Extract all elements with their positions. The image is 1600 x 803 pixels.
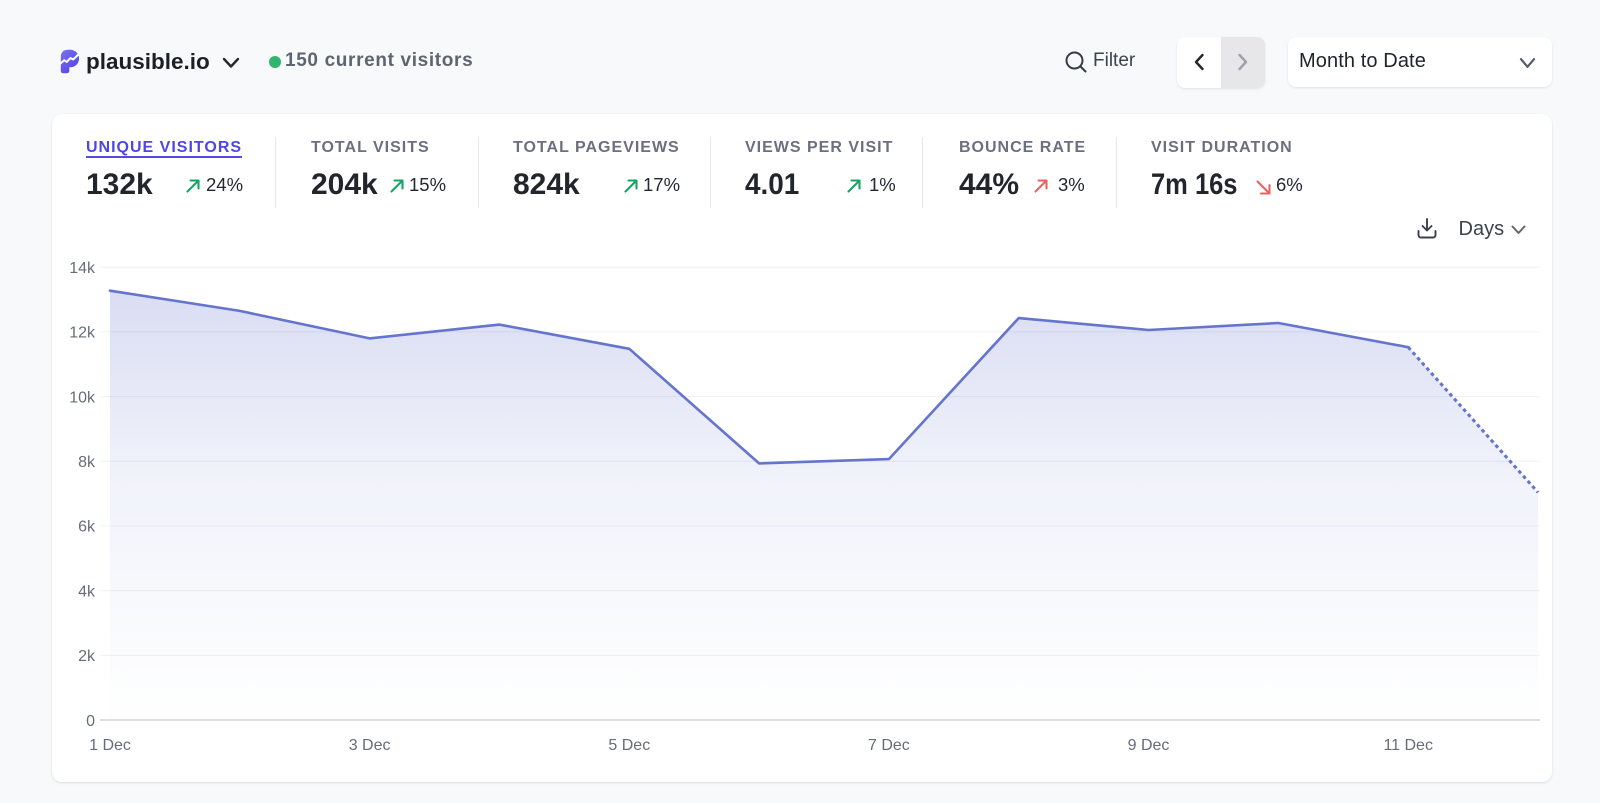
svg-text:4k: 4k — [78, 583, 96, 600]
svg-text:10k: 10k — [69, 389, 96, 406]
svg-text:14k: 14k — [69, 260, 96, 277]
svg-text:3 Dec: 3 Dec — [349, 737, 391, 754]
svg-text:0: 0 — [86, 713, 95, 730]
svg-text:8k: 8k — [78, 454, 96, 471]
svg-text:6k: 6k — [78, 519, 96, 536]
svg-text:1 Dec: 1 Dec — [89, 737, 131, 754]
svg-text:12k: 12k — [69, 325, 96, 342]
svg-text:9 Dec: 9 Dec — [1128, 737, 1170, 754]
svg-text:5 Dec: 5 Dec — [608, 737, 650, 754]
svg-text:7 Dec: 7 Dec — [868, 737, 910, 754]
svg-text:2k: 2k — [78, 648, 96, 665]
svg-text:11 Dec: 11 Dec — [1383, 737, 1433, 754]
